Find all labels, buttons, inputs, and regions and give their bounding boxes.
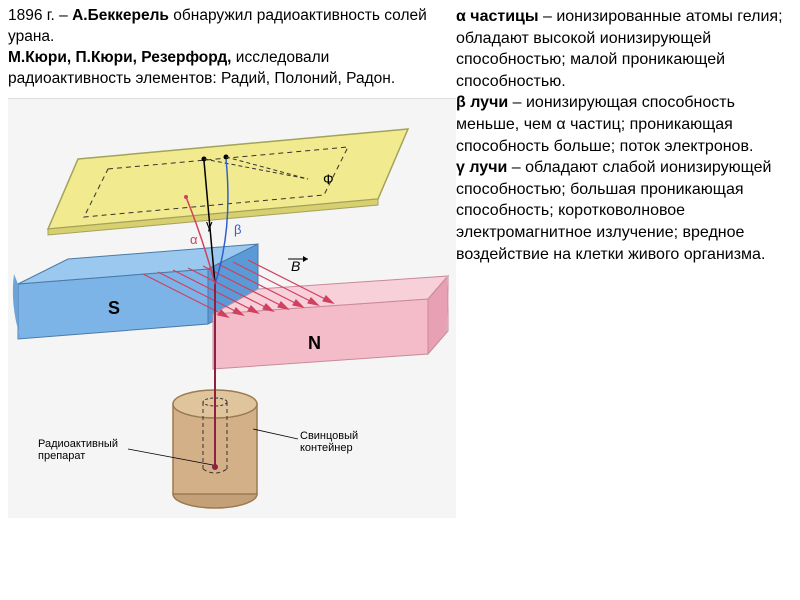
gamma-title: γ лучи <box>456 159 507 176</box>
b-vector-label: B <box>288 256 308 274</box>
svg-text:B: B <box>291 258 300 274</box>
intro-curie: М.Кюри, П.Кюри, Резерфорд, <box>8 49 232 66</box>
phi-label: Ф <box>323 171 334 187</box>
svg-text:Радиоактивный: Радиоактивный <box>38 438 118 450</box>
s-label: S <box>108 298 120 318</box>
svg-text:Свинцовый: Свинцовый <box>300 430 358 442</box>
gamma-label: γ <box>206 217 213 232</box>
n-label: N <box>308 333 321 353</box>
intro-text: 1896 г. – А.Беккерель обнаружил радиоакт… <box>8 6 448 90</box>
svg-text:препарат: препарат <box>38 450 85 462</box>
intro-year: 1896 г. – <box>8 7 72 24</box>
beta-label: β <box>234 222 241 237</box>
svg-text:контейнер: контейнер <box>300 442 353 454</box>
particle-descriptions: α частицы – ионизированные атомы гелия; … <box>456 6 792 265</box>
beta-title: β лучи <box>456 94 508 111</box>
container-label: Свинцовый контейнер <box>253 429 358 454</box>
alpha-title: α частицы <box>456 8 539 25</box>
intro-becquerel: А.Беккерель <box>72 7 169 24</box>
radioactivity-diagram: Ф S N <box>8 98 456 518</box>
alpha-label: α <box>190 232 198 247</box>
